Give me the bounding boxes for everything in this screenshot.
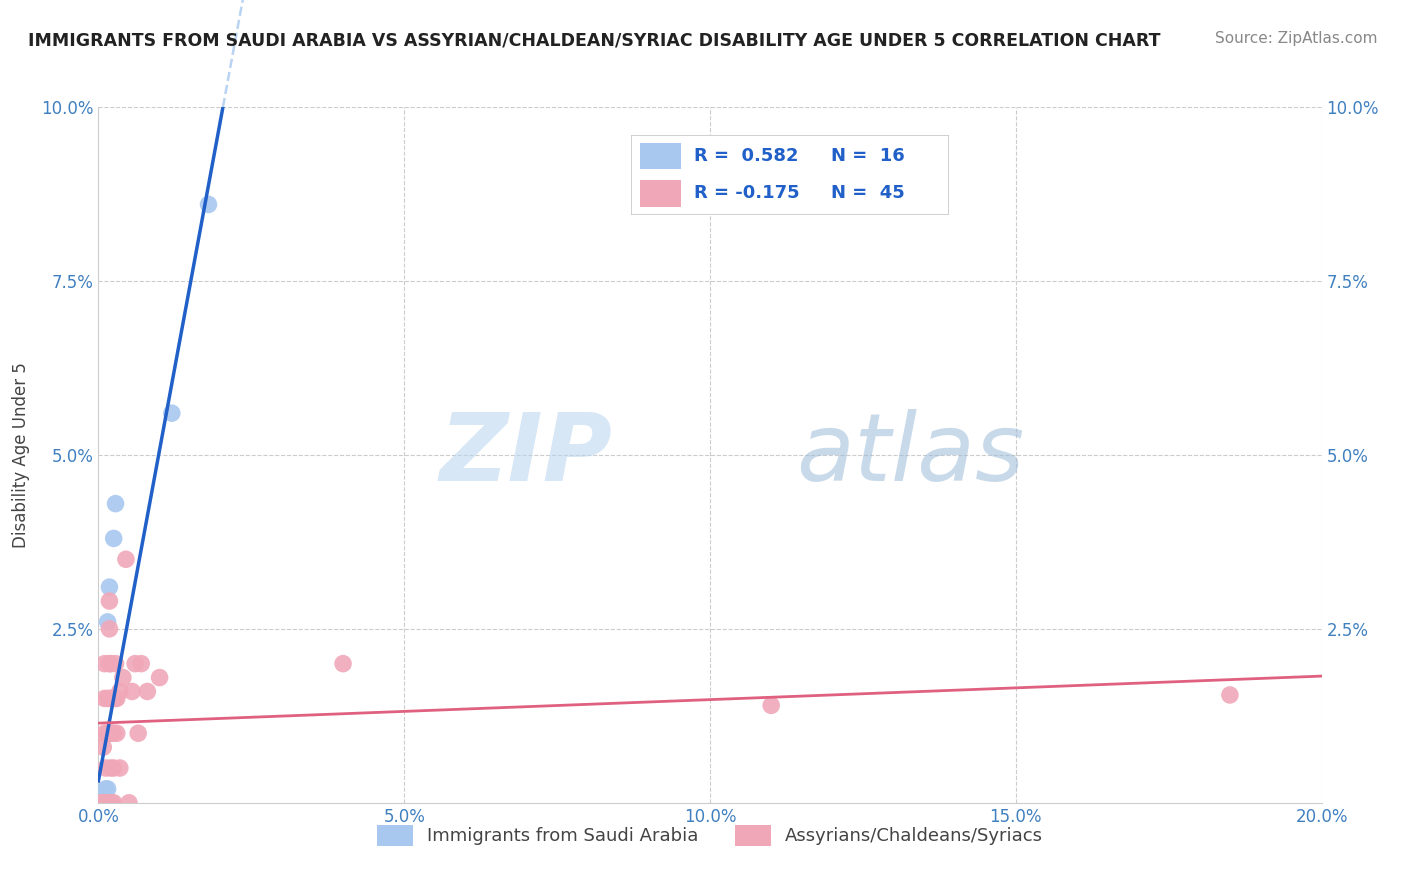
Point bbox=[98, 594, 121, 608]
Point bbox=[103, 761, 125, 775]
Point bbox=[101, 796, 124, 810]
Point bbox=[98, 657, 121, 671]
Point bbox=[98, 622, 121, 636]
Point bbox=[90, 796, 112, 810]
Point bbox=[104, 691, 127, 706]
Point bbox=[97, 796, 120, 810]
Point bbox=[97, 615, 120, 629]
Point bbox=[103, 532, 125, 546]
Text: IMMIGRANTS FROM SAUDI ARABIA VS ASSYRIAN/CHALDEAN/SYRIAC DISABILITY AGE UNDER 5 : IMMIGRANTS FROM SAUDI ARABIA VS ASSYRIAN… bbox=[28, 31, 1160, 49]
Point bbox=[94, 781, 117, 796]
Point bbox=[118, 796, 141, 810]
Point bbox=[100, 761, 122, 775]
Point bbox=[332, 657, 354, 671]
Point bbox=[97, 691, 120, 706]
Point bbox=[90, 796, 112, 810]
Point bbox=[105, 726, 128, 740]
Text: Source: ZipAtlas.com: Source: ZipAtlas.com bbox=[1215, 31, 1378, 46]
Point bbox=[127, 726, 149, 740]
Point bbox=[98, 580, 121, 594]
Point bbox=[93, 796, 115, 810]
Point bbox=[100, 796, 122, 810]
Text: ZIP: ZIP bbox=[439, 409, 612, 501]
Point bbox=[93, 796, 115, 810]
Point bbox=[1219, 688, 1241, 702]
Point bbox=[91, 740, 114, 755]
Legend: Immigrants from Saudi Arabia, Assyrians/Chaldeans/Syriacs: Immigrants from Saudi Arabia, Assyrians/… bbox=[370, 818, 1050, 853]
Point bbox=[136, 684, 159, 698]
Y-axis label: Disability Age Under 5: Disability Age Under 5 bbox=[11, 362, 30, 548]
Point bbox=[103, 796, 125, 810]
Point bbox=[197, 197, 219, 211]
Point bbox=[91, 796, 114, 810]
Point bbox=[100, 726, 122, 740]
Point bbox=[100, 691, 122, 706]
Point bbox=[111, 671, 134, 685]
Point bbox=[93, 657, 115, 671]
Point bbox=[94, 796, 117, 810]
Point bbox=[104, 497, 127, 511]
Point bbox=[121, 684, 143, 698]
Point bbox=[91, 796, 114, 810]
Text: atlas: atlas bbox=[796, 409, 1024, 500]
Point bbox=[90, 796, 112, 810]
Point bbox=[103, 726, 125, 740]
Point bbox=[100, 657, 122, 671]
Point bbox=[759, 698, 782, 713]
Point bbox=[93, 796, 115, 810]
Point bbox=[90, 796, 112, 810]
Point bbox=[124, 657, 146, 671]
Point bbox=[104, 657, 127, 671]
Point bbox=[108, 761, 131, 775]
Point bbox=[101, 726, 124, 740]
Point bbox=[94, 796, 117, 810]
Point bbox=[129, 657, 152, 671]
Point bbox=[97, 726, 120, 740]
Point bbox=[149, 671, 172, 685]
Point bbox=[160, 406, 183, 420]
Point bbox=[108, 684, 131, 698]
Point bbox=[91, 796, 114, 810]
Point bbox=[115, 552, 138, 566]
Point bbox=[93, 691, 115, 706]
Point bbox=[93, 726, 115, 740]
Point bbox=[100, 796, 122, 810]
Point bbox=[101, 691, 124, 706]
Point bbox=[105, 691, 128, 706]
Point bbox=[97, 781, 120, 796]
Point bbox=[94, 761, 117, 775]
